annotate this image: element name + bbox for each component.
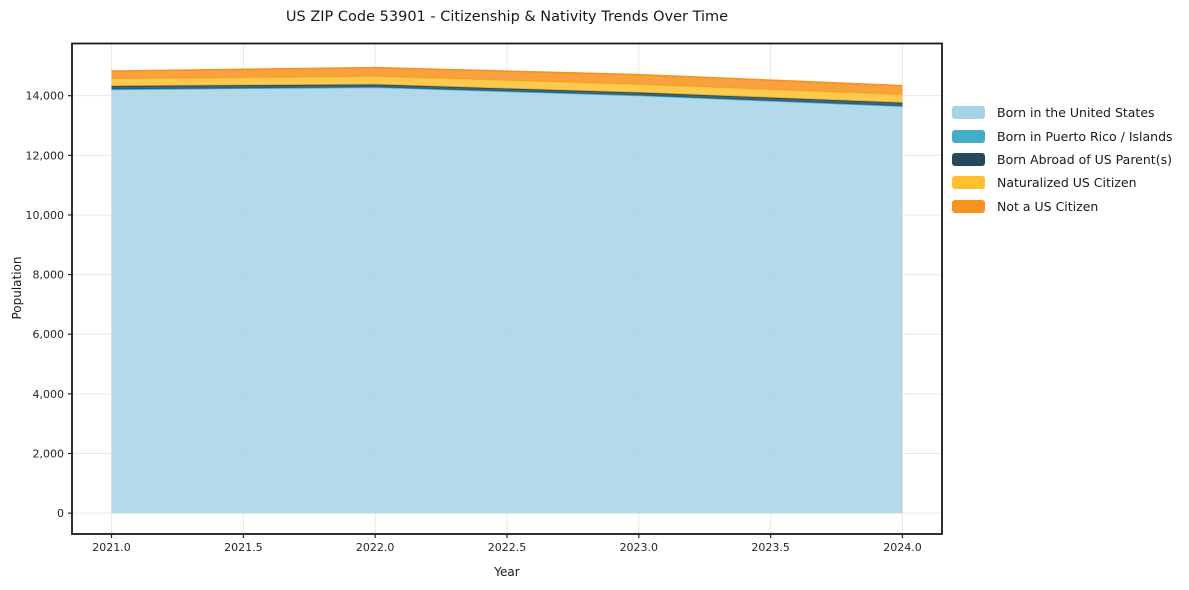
legend-label: Born Abroad of US Parent(s): [997, 151, 1172, 167]
legend-item: Born in the United States: [952, 101, 1173, 124]
y-axis-label: Population: [10, 256, 24, 320]
legend: Born in the United States Born in Puerto …: [952, 101, 1173, 218]
chart-title: US ZIP Code 53901 - Citizenship & Nativi…: [285, 9, 729, 25]
area-band-edge: [111, 66, 903, 87]
x-tick-label: 2021.0: [92, 541, 131, 554]
x-tick-label: 2022.5: [488, 541, 527, 554]
legend-swatch: [952, 129, 985, 143]
area-band: [111, 87, 903, 514]
legend-label: Born in the United States: [997, 105, 1155, 121]
x-tick-label: 2022.0: [356, 541, 395, 554]
legend-label: Not a US Citizen: [997, 198, 1099, 214]
legend-swatch: [952, 152, 985, 166]
y-tick-label: 4,000: [33, 388, 65, 401]
area-band: [111, 67, 903, 95]
y-tick-label: 6,000: [33, 328, 65, 341]
legend-item: Born Abroad of US Parent(s): [952, 148, 1173, 171]
y-tick-label: 2,000: [33, 447, 65, 460]
x-tick-label: 2023.5: [751, 541, 790, 554]
y-tick-label: 14,000: [26, 90, 65, 103]
legend-label: Naturalized US Citizen: [997, 175, 1137, 191]
y-tick-label: 12,000: [26, 149, 65, 162]
legend-item: Naturalized US Citizen: [952, 171, 1173, 194]
y-tick-label: 8,000: [33, 269, 65, 282]
area-band: [111, 76, 903, 103]
y-tick-label: 10,000: [26, 209, 65, 222]
legend-swatch: [952, 106, 985, 120]
legend-item: Not a US Citizen: [952, 195, 1173, 218]
x-axis-label: Year: [494, 565, 520, 579]
legend-swatch: [952, 176, 985, 190]
x-tick-label: 2023.0: [620, 541, 659, 554]
x-tick-label: 2024.0: [883, 541, 922, 554]
legend-item: Born in Puerto Rico / Islands: [952, 124, 1173, 147]
legend-label: Born in Puerto Rico / Islands: [997, 128, 1173, 144]
legend-swatch: [952, 199, 985, 213]
y-tick-label: 0: [57, 507, 64, 520]
x-tick-label: 2021.5: [224, 541, 263, 554]
